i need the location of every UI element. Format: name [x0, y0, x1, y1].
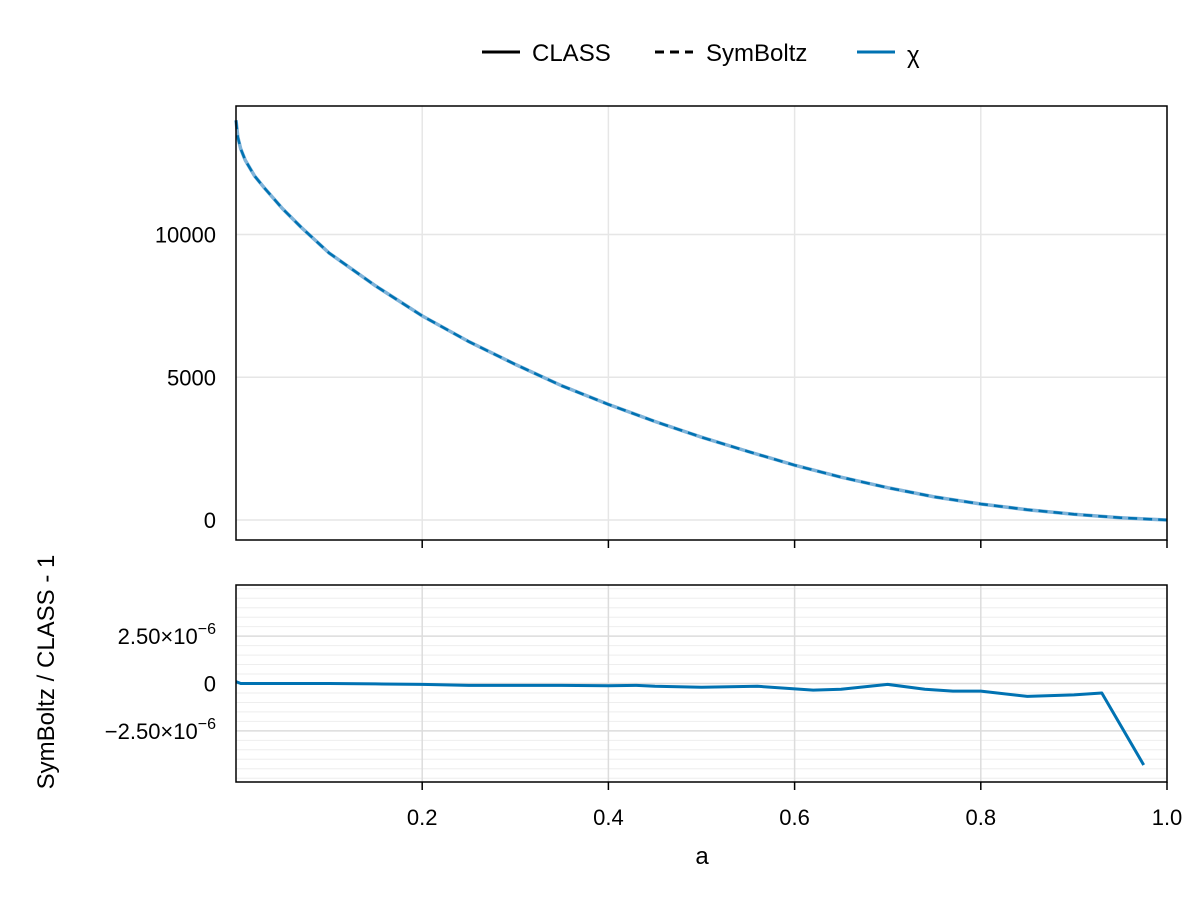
legend: CLASS SymBoltz χ [482, 40, 920, 69]
bottom-x-tick-label: 0.4 [593, 805, 624, 830]
bottom-x-tick-label: 0.8 [966, 805, 997, 830]
top-y-tick-label: 5000 [167, 365, 216, 390]
top-y-tick-label: 0 [204, 508, 216, 533]
top-y-tick-label: 10000 [155, 222, 216, 247]
bottom-frame [235, 584, 1168, 783]
legend-label-chi: χ [907, 42, 920, 69]
bottom-y-tick-label: −2.50×10−6 [105, 716, 216, 744]
bottom-x-tick-labels: 0.2 0.4 0.6 0.8 1.0 [407, 782, 1182, 830]
top-y-tick-labels: 0 5000 10000 [155, 222, 216, 533]
bottom-x-tick-label: 0.6 [779, 805, 810, 830]
top-x-ticks [421, 540, 1168, 548]
bottom-x-tick-label: 0.2 [407, 805, 438, 830]
top-curves [234, 120, 1168, 522]
chi-symboltz-line [234, 120, 1168, 522]
x-axis-label: a [695, 843, 709, 870]
y-axis-label-bottom: SymBoltz / CLASS - 1 [33, 555, 60, 790]
legend-label-symboltz: SymBoltz [706, 40, 807, 67]
bottom-y-tick-label: 0 [204, 672, 216, 697]
ratio-line [235, 680, 1145, 766]
top-frame [235, 105, 1168, 541]
bottom-panel: −2.50×10−6 0 2.50×10−6 0.2 0.4 0.6 0.8 1.0 [105, 584, 1182, 830]
top-grid [236, 106, 1168, 540]
bottom-x-tick-label: 1.0 [1152, 805, 1183, 830]
bottom-y-tick-label: 2.50×10−6 [118, 621, 216, 649]
bottom-curves [235, 680, 1145, 766]
bottom-y-tick-labels: −2.50×10−6 0 2.50×10−6 [105, 621, 216, 744]
legend-label-class: CLASS [532, 40, 611, 67]
top-panel: 0 5000 10000 [155, 105, 1168, 548]
